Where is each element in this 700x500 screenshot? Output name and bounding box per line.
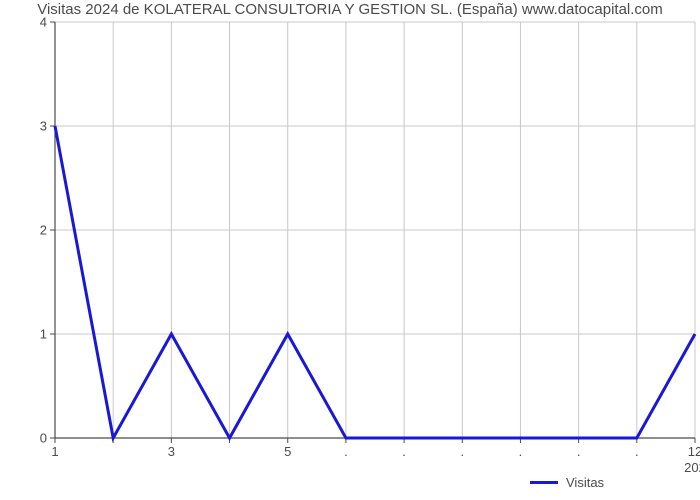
- legend-swatch: [530, 481, 558, 484]
- x-tick-label: .: [519, 444, 523, 459]
- x-tick-label: .: [577, 444, 581, 459]
- x-tick-label: 5: [284, 444, 291, 459]
- chart-svg: [55, 22, 695, 438]
- y-tick-label: 2: [17, 223, 47, 238]
- x-tick-label: .: [344, 444, 348, 459]
- chart-plot-area: [55, 22, 695, 438]
- y-tick-label: 0: [17, 431, 47, 446]
- x-tick-subtitle: 202: [684, 460, 700, 475]
- y-tick-label: 4: [17, 15, 47, 30]
- y-tick-label: 1: [17, 327, 47, 342]
- chart-legend: Visitas: [530, 475, 604, 490]
- x-tick-label: .: [635, 444, 639, 459]
- x-tick-label: 3: [168, 444, 175, 459]
- chart-title: Visitas 2024 de KOLATERAL CONSULTORIA Y …: [0, 0, 700, 20]
- x-tick-label: .: [460, 444, 464, 459]
- y-tick-label: 3: [17, 119, 47, 134]
- x-tick-label: .: [402, 444, 406, 459]
- legend-label: Visitas: [566, 475, 604, 490]
- x-tick-label: 12: [688, 444, 700, 459]
- x-tick-label: 1: [51, 444, 58, 459]
